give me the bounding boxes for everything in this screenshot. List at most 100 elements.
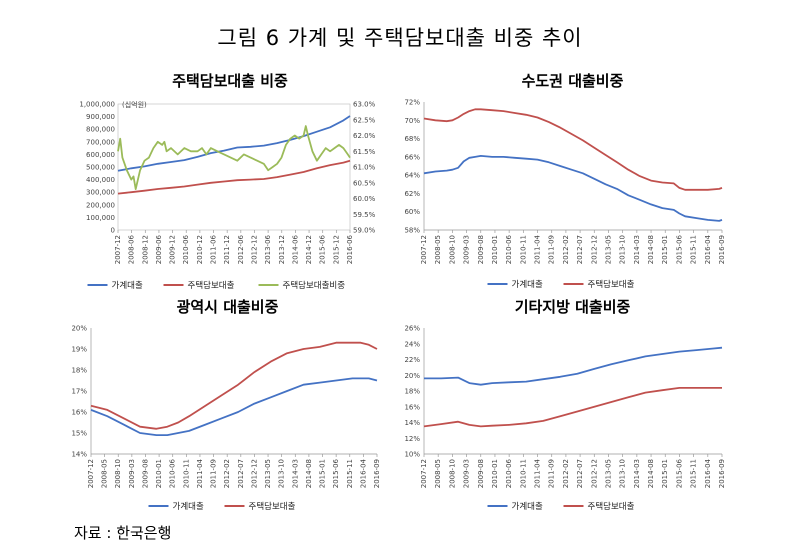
- x-tick-label: 2009-03: [128, 459, 136, 488]
- series-line-주택담보대출: [90, 341, 378, 430]
- x-tick-label: 2010-01: [491, 459, 499, 488]
- y-left-tick-label: 900,000: [86, 113, 115, 121]
- chart-panel-capital-region: 수도권 대출비중 58% 60% 62% 64% 66% 68% 70% 72% 2007-12…: [400, 70, 745, 295]
- legend-label: 주택담보대출: [249, 501, 296, 512]
- y-tick-label: 26%: [404, 325, 420, 333]
- x-tick-label: 2011-04: [196, 458, 204, 488]
- chart-panel-mortgage-share: 주택담보대출 비중 0 100,000 200,000 300,000 400,000 5…: [79, 70, 380, 295]
- y-tick-label: 58%: [404, 227, 420, 235]
- x-tick-label: 2008-05: [434, 235, 442, 264]
- x-tick-label: 2013-10: [278, 459, 286, 488]
- x-tick-label: 2011-04: [534, 458, 542, 488]
- panel-title: 광역시 대출비중: [176, 298, 279, 316]
- y-tick-label: 18%: [404, 388, 420, 396]
- x-tick-label: 2016-06: [346, 234, 354, 264]
- y-tick-label: 64%: [404, 172, 420, 180]
- x-tick-label: 2012-02: [562, 459, 570, 488]
- y-left-tick-label: 600,000: [86, 151, 115, 159]
- x-tick-label: 2009-03: [463, 235, 471, 264]
- y-left-tick-label: 700,000: [86, 138, 115, 146]
- x-tick-label: 2016-04: [359, 458, 367, 488]
- y-left-tick-label: 400,000: [86, 176, 115, 184]
- series-line-주택담보대출: [117, 159, 351, 195]
- y-tick-label: 72%: [404, 99, 420, 107]
- x-tick-label: 2013-05: [604, 235, 612, 264]
- y-tick-label: 15%: [71, 430, 87, 438]
- x-tick-label: 2015-11: [690, 235, 698, 264]
- x-tick-label: 2011-09: [548, 235, 556, 264]
- x-tick-label: 2016-04: [704, 234, 712, 264]
- x-tick-label: 2011-09: [210, 459, 218, 488]
- x-tick-label: 2012-12: [250, 459, 258, 488]
- x-tick-label: 2012-02: [562, 235, 570, 264]
- legend-label: 가계대출: [173, 501, 204, 512]
- plot-area: [117, 103, 351, 231]
- series-line-가계대출: [117, 115, 351, 172]
- x-tick-label: 2007-12: [114, 235, 122, 264]
- x-tick-label: 2009-08: [477, 459, 485, 488]
- x-tick-label: 2015-06: [675, 458, 683, 488]
- panel-title: 수도권 대출비중: [521, 72, 624, 90]
- chart-metro-cities: 14% 15% 16% 17% 18% 19% 20% 2007-12 2008-05 2008-…: [71, 325, 381, 513]
- series-line-가계대출: [424, 346, 723, 386]
- x-tick-label: 2012-12: [590, 459, 598, 488]
- y-tick-label: 68%: [404, 135, 420, 143]
- y-right-tick-label: 59.0%: [353, 227, 376, 235]
- x-tick-label: 2009-12: [169, 235, 177, 264]
- x-tick-label: 2007-12: [420, 235, 428, 264]
- x-tick-label: 2008-10: [448, 235, 456, 264]
- x-tick-label: 2013-06: [264, 234, 272, 264]
- x-tick-label: 2009-08: [477, 235, 485, 264]
- y-tick-label: 16%: [404, 403, 420, 411]
- x-tick-label: 2013-10: [619, 235, 627, 264]
- x-tick-label: 2009-06: [155, 234, 163, 264]
- x-tick-label: 2014-08: [647, 459, 655, 488]
- x-tick-label: 2008-10: [448, 459, 456, 488]
- x-tick-label: 2010-06: [505, 234, 513, 264]
- y-right-tick-label: 60.0%: [353, 195, 376, 203]
- y-right-tick-label: 63.0%: [353, 101, 376, 109]
- x-tick-label: 2009-03: [463, 459, 471, 488]
- legend-label: 가계대출: [112, 280, 143, 291]
- y-tick-label: 14%: [71, 451, 87, 459]
- y-tick-label: 19%: [71, 346, 87, 354]
- x-tick-label: 2015-01: [661, 235, 669, 264]
- chart-other-regions: 10% 12% 14% 16% 18% 20% 22% 24% 26% 2007-12 2008-0…: [404, 325, 726, 513]
- y-tick-label: 18%: [71, 367, 87, 375]
- y-tick-label: 20%: [404, 372, 420, 380]
- y-tick-label: 17%: [71, 388, 87, 396]
- x-tick-label: 2014-06: [291, 234, 299, 264]
- x-tick-label: 2011-12: [223, 235, 231, 264]
- y-tick-label: 10%: [404, 451, 420, 459]
- series-line-주택담보대출: [423, 108, 723, 191]
- y-tick-label: 66%: [404, 153, 420, 161]
- x-tick-label: 2013-10: [619, 459, 627, 488]
- x-tick-label: 2015-06: [675, 234, 683, 264]
- series-line-가계대출: [90, 377, 378, 437]
- x-tick-label: 2012-12: [590, 235, 598, 264]
- x-tick-label: 2008-05: [101, 459, 109, 488]
- legend-label: 가계대출: [512, 279, 543, 290]
- y-left-tick-label: 100,000: [86, 214, 115, 222]
- unit-label: (십억원): [122, 100, 147, 109]
- x-tick-label: 2012-12: [250, 235, 258, 264]
- x-tick-label: 2010-06: [505, 458, 513, 488]
- y-tick-label: 14%: [404, 419, 420, 427]
- x-tick-label: 2013-12: [278, 235, 286, 264]
- legend-label: 주택담보대출: [188, 280, 235, 291]
- y-tick-label: 70%: [404, 117, 420, 125]
- x-tick-label: 2009-08: [141, 459, 149, 488]
- x-tick-label: 2014-08: [305, 459, 313, 488]
- y-tick-label: 22%: [404, 356, 420, 364]
- x-tick-label: 2010-11: [519, 235, 527, 264]
- series-line-주택담보대출: [423, 387, 722, 428]
- x-tick-label: 2008-12: [141, 235, 149, 264]
- x-tick-label: 2011-09: [548, 459, 556, 488]
- y-right-tick-label: 59.5%: [353, 211, 376, 219]
- x-tick-label: 2015-11: [690, 459, 698, 488]
- x-tick-label: 2014-03: [633, 235, 641, 264]
- legend-label: 가계대출: [512, 501, 543, 512]
- x-tick-label: 2013-05: [264, 459, 272, 488]
- y-left-tick-label: 300,000: [86, 189, 115, 197]
- y-tick-label: 16%: [71, 409, 87, 417]
